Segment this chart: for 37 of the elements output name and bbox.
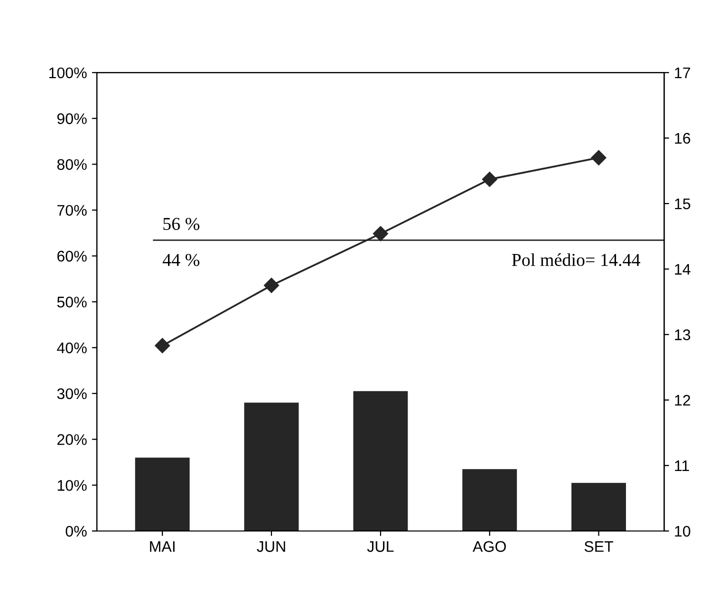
y-tick-label: 80% — [57, 159, 87, 170]
annotation: 44 % — [162, 254, 200, 266]
y2-tick-label: 13 — [675, 329, 690, 340]
point — [591, 150, 606, 166]
ref-line-label: Pol médio= 14.44 — [512, 253, 640, 266]
y-tick-label: 40% — [56, 342, 87, 354]
bar — [462, 469, 517, 531]
y-tick-label: 30% — [57, 388, 87, 400]
y-tick-label: 10% — [58, 480, 87, 491]
y-tick-label: 0% — [66, 526, 87, 537]
y2-tick-label: 16 — [675, 132, 690, 144]
point — [372, 226, 388, 242]
y-tick-label: 100% — [49, 67, 87, 78]
bar — [135, 458, 190, 531]
x-tick-label: SET — [584, 541, 614, 552]
point — [482, 172, 498, 187]
x-tick-label: MAI — [150, 541, 175, 552]
bar — [571, 482, 626, 531]
point — [154, 338, 170, 354]
y2-tick-label: 15 — [675, 198, 690, 210]
x-tick-label: JUN — [256, 541, 286, 552]
y-tick-label: 60% — [57, 250, 87, 262]
annotation: 56 % — [163, 218, 200, 230]
x-tick-label: JUL — [367, 541, 394, 552]
y2-tick-label: 12 — [675, 394, 690, 406]
y-tick-label: 90% — [57, 113, 87, 124]
bar — [353, 391, 408, 531]
y-tick-label: 50% — [57, 296, 87, 308]
point — [264, 278, 280, 293]
y2-tick-label: 11 — [675, 460, 689, 472]
y-tick-label: 20% — [57, 434, 87, 445]
y-tick-label: 70% — [57, 204, 87, 216]
bar — [244, 402, 299, 531]
y2-tick-label: 10 — [675, 526, 690, 537]
y2-tick-label: 17 — [675, 68, 690, 78]
y2-tick-label: 14 — [675, 264, 690, 275]
x-tick-label: AGO — [472, 541, 506, 552]
